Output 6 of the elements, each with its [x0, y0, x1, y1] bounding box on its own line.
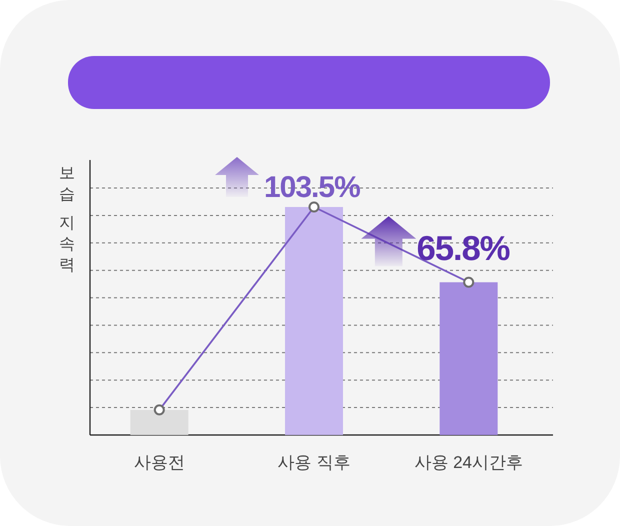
annotation: 103.5%: [264, 171, 360, 204]
x-tick-label: 사용전: [134, 453, 185, 472]
x-tick-label: 사용 24시간후: [414, 453, 523, 472]
x-tick-label: 사용 직후: [278, 453, 350, 472]
y-axis-title: 보습 지속력: [59, 165, 75, 274]
annotation: 65.8%: [416, 230, 510, 268]
